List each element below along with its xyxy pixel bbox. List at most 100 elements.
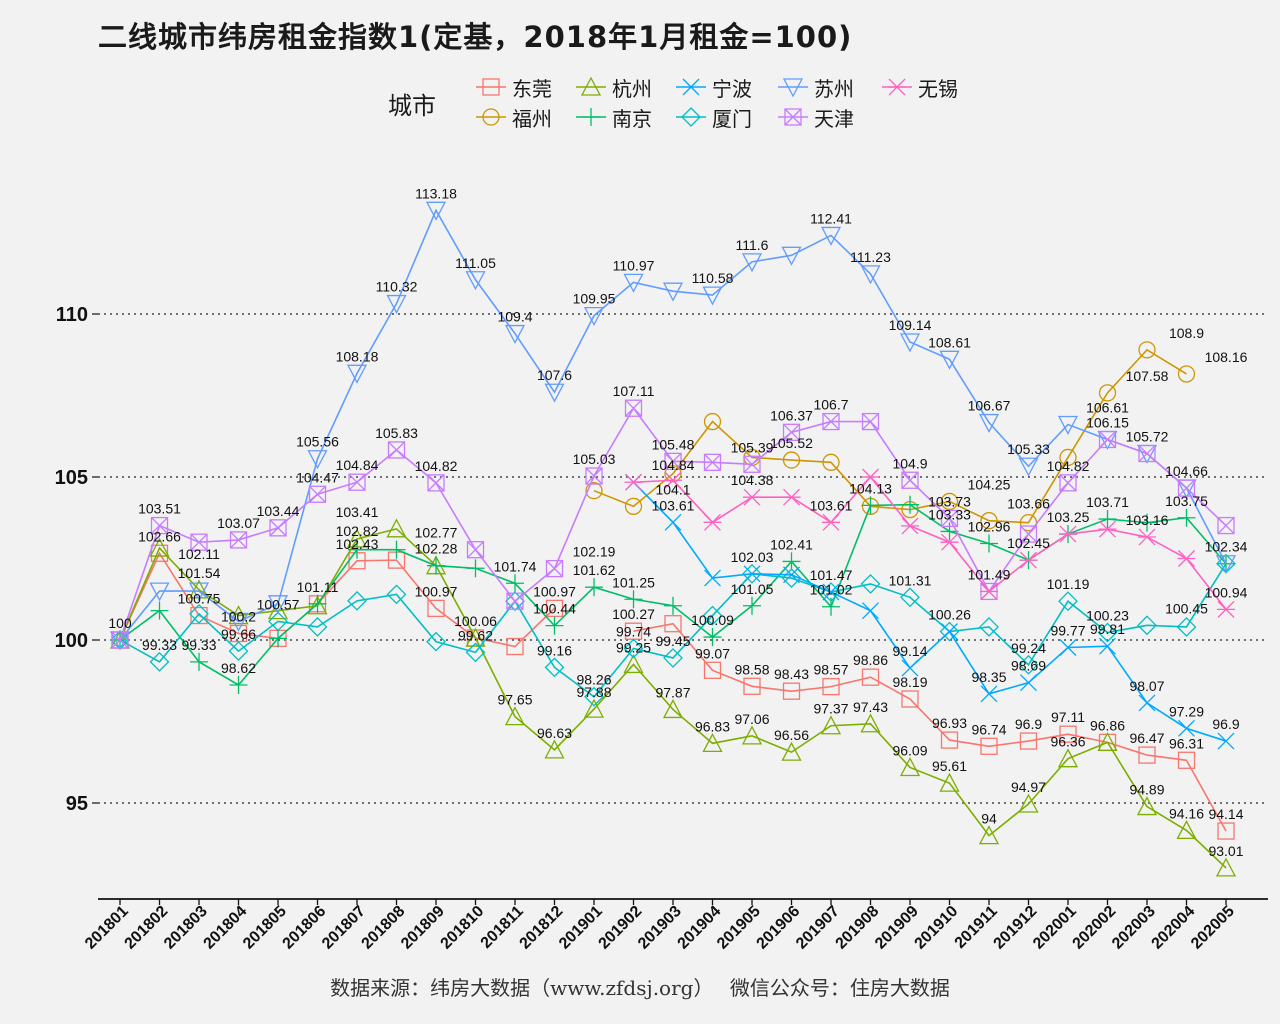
data-label: 105.39: [731, 439, 774, 455]
point-marker: [822, 412, 840, 431]
point-marker: [267, 600, 289, 620]
data-label: 94.14: [1208, 806, 1243, 822]
data-label: 104.1: [655, 481, 690, 497]
data-label: 103.75: [1165, 493, 1208, 509]
x-tick-label: 201812: [517, 903, 567, 953]
x-tick-label: 201912: [991, 903, 1041, 953]
x-tick-label: 201809: [398, 903, 448, 953]
point-marker: [664, 596, 682, 615]
series-line: [119, 551, 556, 648]
data-label: 106.67: [968, 398, 1011, 414]
legend-item-厦门: 厦门: [674, 104, 752, 131]
data-label: 112.41: [810, 210, 852, 226]
data-label: 94.97: [1011, 779, 1046, 795]
data-label: 101.02: [810, 582, 853, 598]
point-marker: [664, 452, 682, 471]
data-label: 98.43: [774, 666, 809, 682]
data-label: 107.6: [537, 367, 572, 383]
data-label: 105.83: [375, 425, 418, 441]
data-labels: 100 103.51 102.66 99.33 102.11 101.54 100.75 99…: [108, 185, 1247, 859]
data-label: 104.66: [1165, 463, 1208, 479]
point-marker: [1097, 622, 1118, 643]
point-marker: [1059, 725, 1077, 743]
data-label: 101.62: [573, 562, 616, 578]
data-label: 102.43: [336, 536, 379, 552]
point-marker: [1217, 600, 1235, 618]
x-tick-label: 201806: [280, 903, 330, 953]
legend-title: 城市: [388, 92, 436, 120]
point-marker: [743, 596, 761, 615]
data-label: 99.74: [616, 623, 651, 639]
data-label: 104.13: [849, 480, 892, 496]
data-label: 99.66: [221, 626, 256, 642]
legend-key: [676, 107, 706, 127]
data-label: 109.14: [889, 317, 932, 333]
point-marker: [544, 383, 565, 403]
data-label: 103.73: [928, 493, 971, 509]
point-marker: [190, 533, 208, 551]
data-label: 104.82: [415, 458, 458, 474]
point-marker: [545, 559, 564, 578]
point-marker: [782, 552, 801, 571]
data-label: 103.71: [1086, 494, 1129, 510]
x-tick-label: 201903: [635, 903, 685, 953]
legend-label: 厦门: [712, 106, 752, 131]
legend-item-南京: 南京: [574, 104, 652, 131]
series-厦门: [110, 553, 1236, 707]
data-label: 97.06: [734, 711, 769, 727]
data-label: 103.41: [336, 504, 379, 520]
legend-label: 南京: [612, 106, 652, 131]
data-label: 99.77: [1050, 622, 1085, 638]
point-marker: [1176, 819, 1197, 840]
point-marker: [980, 737, 998, 755]
data-label: 101.31: [889, 572, 932, 588]
point-marker: [269, 629, 287, 648]
point-marker: [1215, 555, 1237, 575]
point-marker: [782, 682, 801, 700]
point-marker: [386, 294, 407, 314]
point-marker: [149, 651, 170, 672]
point-marker: [940, 533, 959, 551]
x-tick-label: 202004: [1149, 903, 1199, 953]
point-marker: [703, 513, 722, 531]
legend-item-东莞: 东莞: [474, 74, 552, 101]
series-天津: [111, 399, 1235, 649]
data-label: 111.23: [850, 249, 891, 265]
data-label: 101.74: [494, 558, 537, 574]
point-marker: [482, 108, 500, 126]
data-label: 108.18: [336, 348, 379, 364]
point-marker: [743, 455, 761, 473]
point-marker: [1019, 551, 1038, 569]
x-tick-label: 201906: [754, 903, 804, 953]
point-marker: [702, 286, 723, 306]
legend-key: [778, 78, 808, 98]
data-label: 100.94: [1205, 584, 1248, 600]
point-marker: [664, 513, 682, 531]
point-marker: [980, 685, 998, 703]
series-line: [593, 348, 1187, 524]
point-marker: [188, 582, 210, 602]
point-marker: [1059, 448, 1077, 467]
point-marker: [386, 584, 407, 605]
data-label: 105.48: [652, 436, 695, 452]
data-label: 105.56: [296, 434, 339, 450]
legend-key: [778, 108, 808, 126]
x-tick-label: 201805: [240, 903, 290, 953]
x-tick-label: 201904: [675, 903, 725, 953]
data-label: 106.37: [770, 407, 813, 423]
data-label: 98.69: [1011, 658, 1046, 674]
data-label: 99.81: [1090, 621, 1125, 637]
point-marker: [702, 732, 723, 752]
point-marker: [623, 638, 644, 659]
point-marker: [861, 496, 880, 515]
data-label: 101.19: [1047, 576, 1090, 592]
point-marker: [387, 441, 406, 459]
point-marker: [482, 78, 500, 96]
point-marker: [583, 698, 605, 718]
data-label: 103.66: [1007, 496, 1050, 512]
data-label: 96.36: [1050, 734, 1085, 750]
data-label: 105.03: [573, 451, 616, 467]
point-marker: [860, 574, 881, 594]
point-marker: [1059, 639, 1077, 656]
data-label: 107.11: [613, 383, 655, 399]
